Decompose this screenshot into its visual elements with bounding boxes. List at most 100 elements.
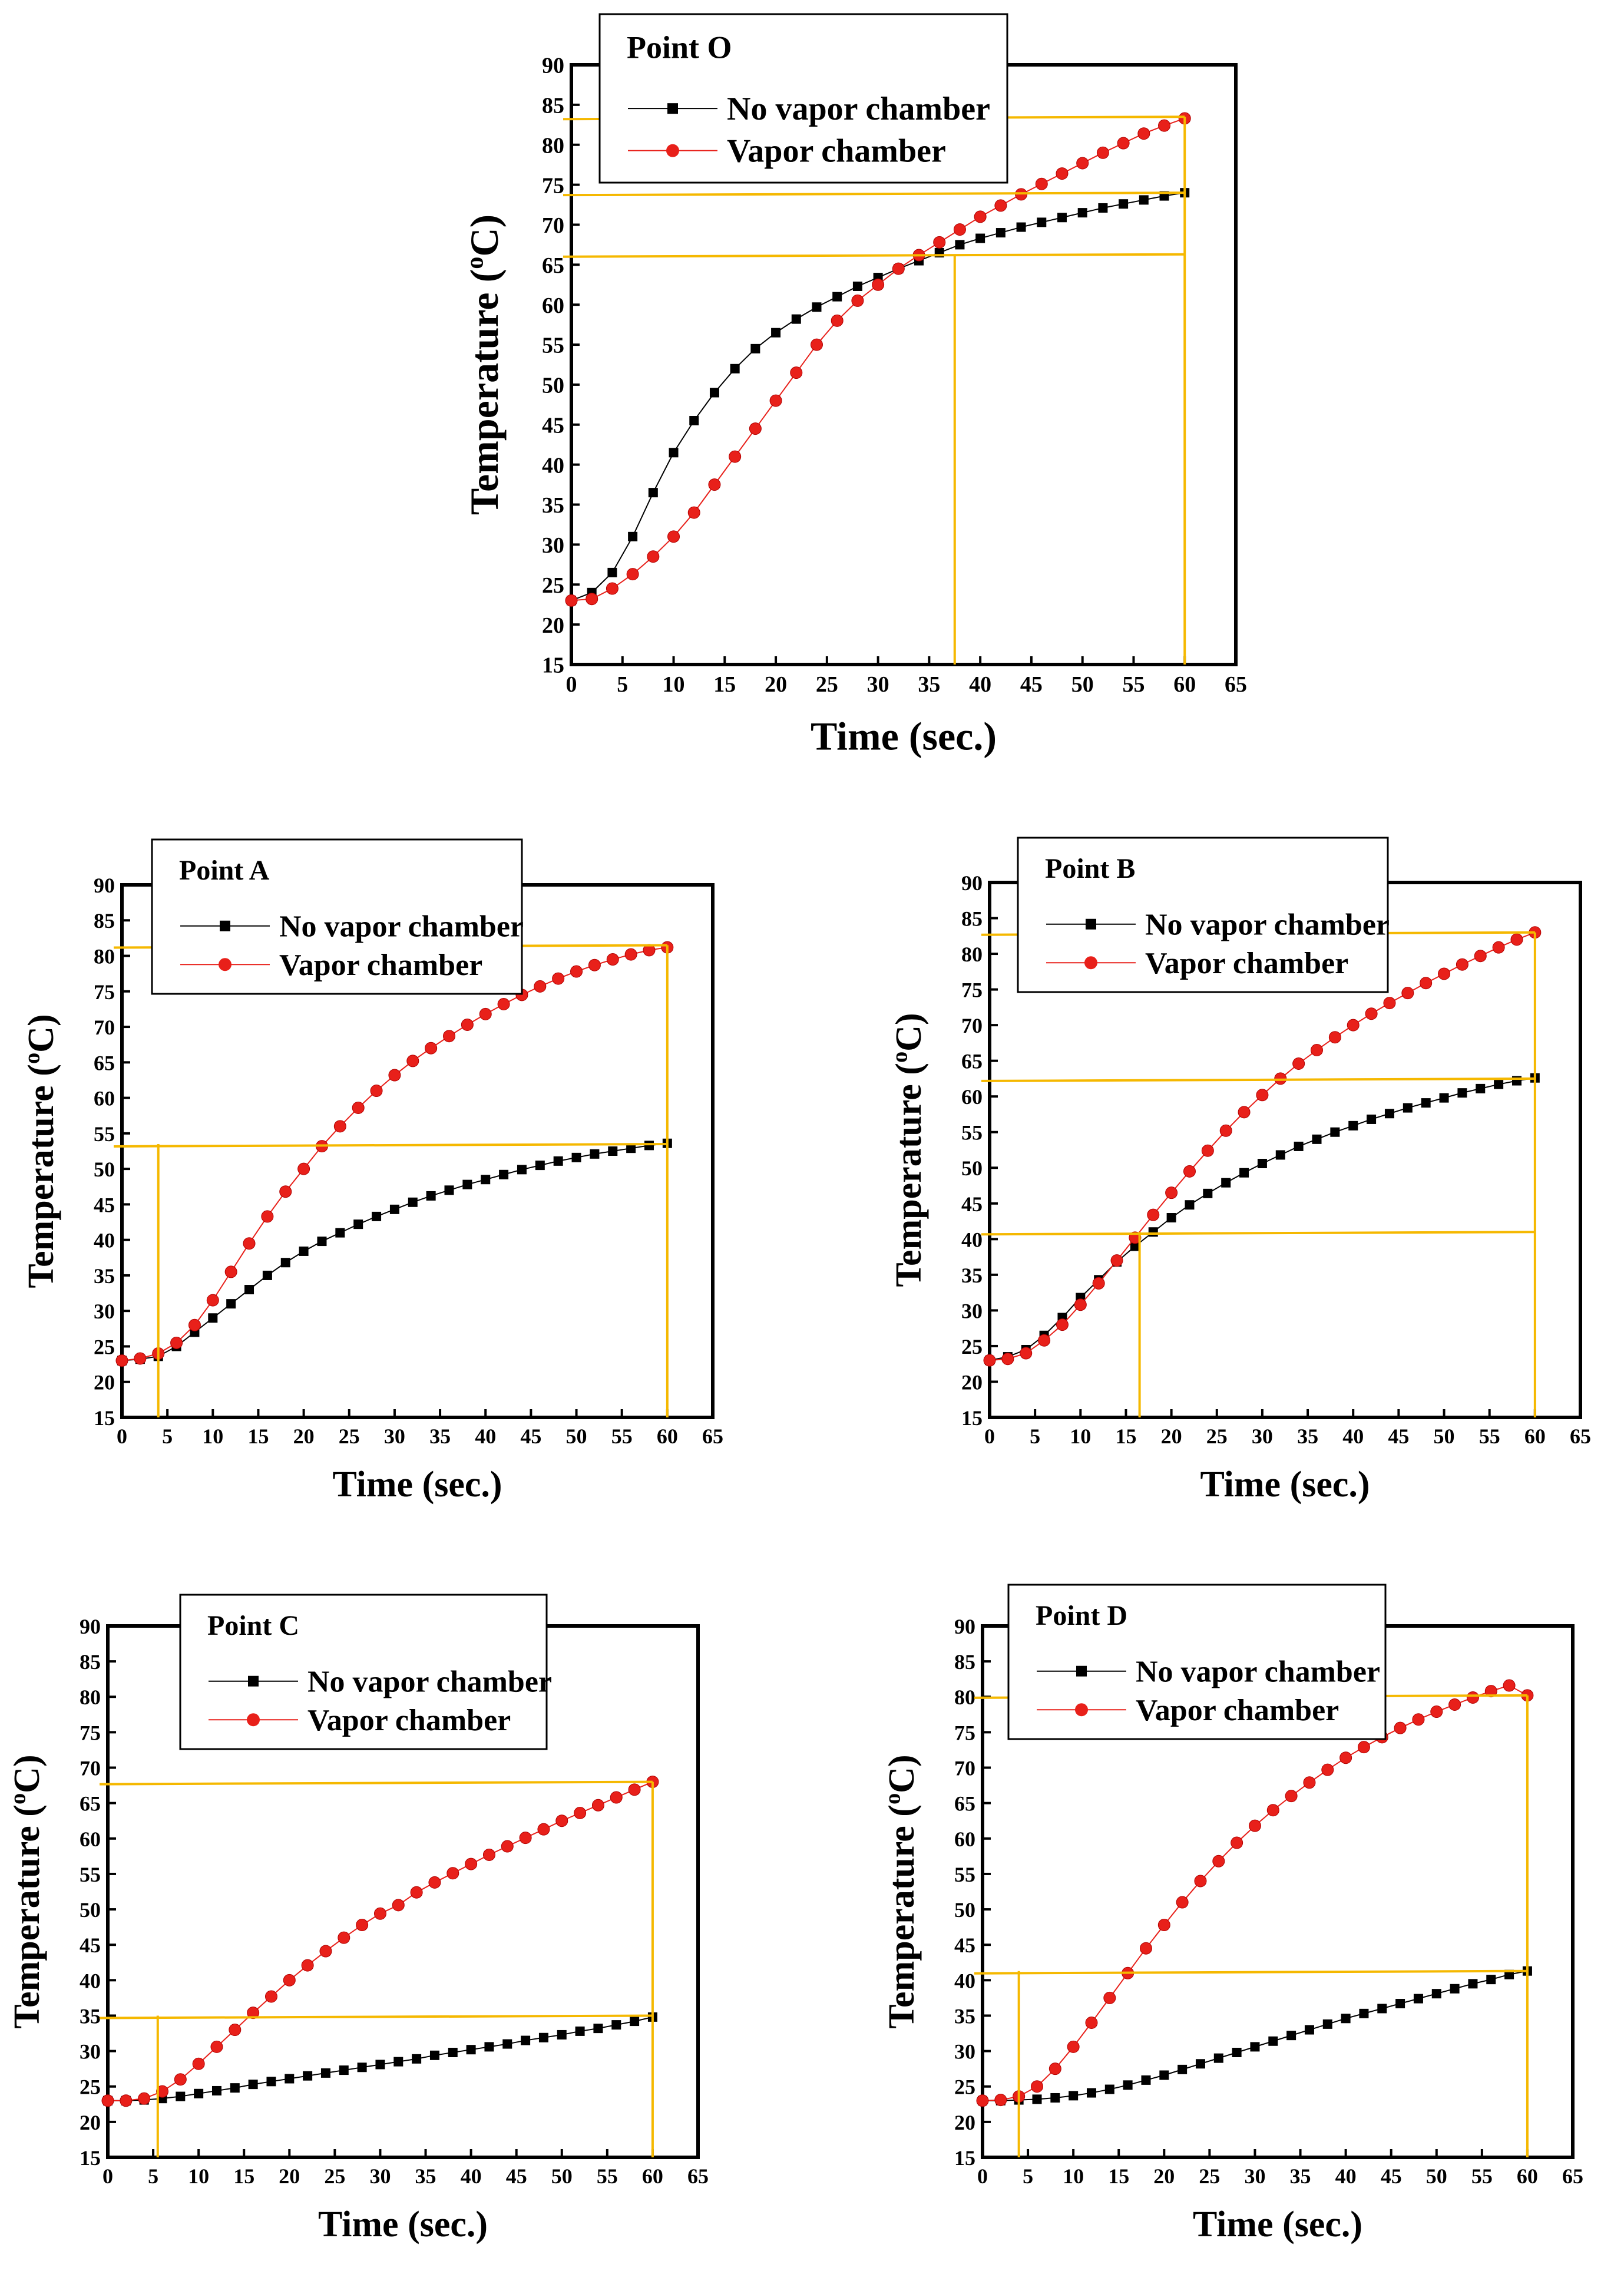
y-tick-label: 20 [80, 2111, 101, 2134]
y-tick-label: 75 [954, 1721, 975, 1744]
x-tick-label: 65 [687, 2164, 709, 2188]
y-tick-label: 55 [961, 1121, 983, 1145]
legend-marker-circle [666, 144, 679, 157]
data-point-square [812, 302, 822, 312]
y-tick-label: 45 [94, 1193, 115, 1217]
x-tick-label: 5 [148, 2164, 158, 2188]
y-tick-label: 70 [961, 1014, 983, 1037]
data-point-circle [749, 422, 762, 435]
data-point-circle [586, 593, 598, 606]
x-tick-label: 20 [293, 1424, 315, 1448]
data-point-circle [626, 568, 639, 581]
data-point-circle [1194, 1875, 1207, 1888]
data-point-circle [170, 1336, 183, 1349]
x-tick-label: 65 [1225, 672, 1247, 697]
data-point-circle [243, 1237, 256, 1250]
x-axis-title: Time (sec.) [1193, 2204, 1362, 2245]
y-tick-label: 30 [954, 2040, 975, 2064]
data-point-circle [1448, 1698, 1461, 1711]
data-point-square [1203, 1188, 1213, 1198]
x-tick-label: 40 [969, 672, 991, 697]
data-point-circle [1157, 1919, 1170, 1932]
y-axis-title: Temperature (oC) [888, 1013, 930, 1287]
legend-label: No vapor chamber [279, 910, 524, 943]
data-point-circle [1430, 1705, 1443, 1718]
y-tick-label: 65 [542, 253, 564, 278]
data-point-circle [1328, 1031, 1341, 1044]
y-tick-label: 60 [542, 293, 564, 318]
y-tick-label: 80 [954, 1685, 975, 1709]
x-tick-label: 20 [1153, 2164, 1175, 2188]
x-tick-label: 50 [566, 1424, 587, 1448]
data-point-circle [1201, 1144, 1214, 1157]
data-point-circle [537, 1823, 550, 1836]
data-point-square [975, 233, 985, 243]
data-point-circle [1096, 146, 1109, 159]
y-axis-title-sup: o [888, 1052, 912, 1063]
data-point-square [538, 2032, 548, 2042]
x-tick-label: 35 [429, 1424, 451, 1448]
data-point-square [194, 2088, 204, 2098]
data-point-circle [994, 2094, 1007, 2107]
data-point-circle [261, 1210, 274, 1223]
data-point-square [1250, 2042, 1260, 2052]
data-point-circle [297, 1162, 310, 1175]
x-tick-label: 40 [1335, 2164, 1357, 2188]
data-point-circle [370, 1085, 383, 1098]
series-no-vapor-chamber [567, 188, 1190, 606]
data-point-square [590, 1149, 600, 1159]
data-point-circle [994, 199, 1007, 212]
x-tick-label: 15 [1115, 1424, 1136, 1448]
data-point-square [689, 416, 699, 426]
y-tick-label: 60 [961, 1085, 983, 1109]
x-tick-label: 60 [1173, 672, 1196, 697]
data-point-circle [591, 1799, 604, 1812]
y-axis-title-sup: o [461, 257, 488, 269]
data-point-square [575, 2026, 585, 2036]
data-point-circle [264, 1990, 277, 2003]
data-point-circle [425, 1042, 438, 1055]
data-point-circle [188, 1318, 201, 1331]
data-point-square [832, 292, 842, 302]
data-point-square [852, 281, 862, 291]
data-point-square [630, 2017, 640, 2027]
data-point-square [608, 1146, 618, 1156]
x-tick-label: 40 [475, 1424, 496, 1448]
x-tick-label: 45 [1381, 2164, 1402, 2188]
data-point-circle [1339, 1751, 1352, 1764]
data-point-circle [1049, 2062, 1061, 2075]
data-point-circle [1474, 950, 1487, 963]
legend-marker-square [1076, 1665, 1087, 1677]
data-point-circle [1076, 157, 1089, 170]
data-point-circle [1219, 1124, 1232, 1137]
x-tick-label: 0 [566, 672, 577, 697]
data-point-square [1468, 1979, 1478, 1989]
data-point-square [1239, 1168, 1249, 1178]
data-point-circle [465, 1857, 478, 1870]
x-tick-label: 0 [102, 2164, 113, 2188]
data-point-circle [352, 1101, 365, 1114]
data-point-circle [279, 1185, 292, 1198]
legend-label: Vapor chamber [727, 133, 946, 170]
data-point-square [1450, 1984, 1460, 1994]
data-point-circle [192, 2057, 205, 2070]
data-point-circle [1484, 1685, 1497, 1698]
y-tick-label: 60 [954, 1827, 975, 1851]
y-tick-label: 80 [961, 943, 983, 966]
data-point-square [1086, 2088, 1096, 2098]
y-tick-label: 40 [954, 1969, 975, 1992]
data-point-circle [1466, 1691, 1479, 1704]
y-axis-title: Temperature (oC) [461, 214, 507, 515]
data-point-square [1413, 1994, 1423, 2004]
x-tick-label: 25 [339, 1424, 360, 1448]
legend-title: Point C [207, 1610, 299, 1641]
legend: Point D No vapor chamber Vapor chamber [1007, 1584, 1387, 1740]
y-tick-label: 40 [80, 1969, 101, 1992]
data-point-circle [210, 2040, 223, 2053]
legend-label: No vapor chamber [1136, 1655, 1380, 1688]
data-point-square [389, 1204, 399, 1214]
x-tick-label: 5 [617, 672, 628, 697]
x-tick-label: 60 [1524, 1424, 1546, 1448]
y-tick-label: 30 [80, 2040, 101, 2064]
data-point-circle [1357, 1741, 1370, 1754]
